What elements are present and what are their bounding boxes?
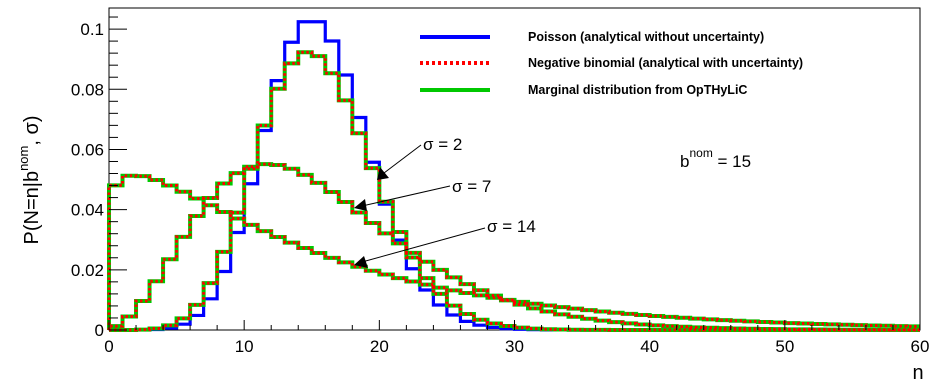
y-tick-label-4: 0.08 [71,80,104,99]
x-tick-label-40: 40 [640,337,659,356]
y-axis-title-post: , σ) [21,116,43,146]
legend: Poisson (analytical without uncertainty)… [420,30,803,97]
annotation-sigma-7-label: σ = 7 [452,177,491,196]
svg-text:bnom = 15: bnom = 15 [680,146,751,171]
annotation-sigma-14-arrowhead [354,256,368,268]
x-tick-label-60: 60 [911,337,930,356]
x-tick-label-0: 0 [104,337,113,356]
annotation-sigma-14-arrow [361,227,486,263]
y-axis-title-sup: nom [16,146,31,171]
curve-negbin-sigma-2 [107,50,920,332]
x-tick-label-10: 10 [235,337,254,356]
y-tick-label-5: 0.1 [80,20,104,39]
annotation-sigma-14: σ = 14 [354,217,536,268]
legend-label-marginal: Marginal distribution from OpTHyLiC [528,83,747,97]
x-tick-label-50: 50 [775,337,794,356]
y-axis-title: P(N=n|bnom, σ) [16,116,43,245]
x-axis-title: n [912,362,923,383]
annotation-sigma-2-arrowhead [377,167,389,180]
annotation-sigma-2: σ = 2 [377,135,462,180]
y-tick-label-1: 0.02 [71,261,104,280]
annotation-bnom-b: b [680,152,689,171]
annotation-sigma-2-label: σ = 2 [423,135,462,154]
annotation-sigma-7-arrowhead [354,199,367,211]
annotation-sigma-14-label: σ = 14 [487,217,536,236]
annotation-bnom-eq: = 15 [713,152,751,171]
legend-label-negbin: Negative binomial (analytical with uncer… [528,56,803,70]
y-axis-title-main: P(N=n|b [21,171,43,245]
annotation-sigma-7: σ = 7 [354,177,491,211]
curve-marginal-sigma-2 [107,50,920,332]
y-tick-label-0: 0 [95,321,104,340]
x-tick-label-30: 30 [505,337,524,356]
plot-area: 0 10 20 30 40 50 60 0 0.02 0.04 0.06 0.08 0.1 [71,7,930,356]
y-tick-label-2: 0.04 [71,201,104,220]
svg-text:P(N=n|bnom, σ): P(N=n|bnom, σ) [16,116,43,245]
annotation-sigma-7-arrow [361,185,451,207]
legend-label-poisson: Poisson (analytical without uncertainty) [528,30,764,44]
x-tick-label-20: 20 [370,337,389,356]
annotation-bnom-sup: nom [689,146,712,160]
axes: 0 10 20 30 40 50 60 0 0.02 0.04 0.06 0.08 0.1 [71,16,930,356]
annotation-bnom: bnom = 15 [680,146,751,171]
annotation-sigma-2-arrow [383,144,422,174]
y-tick-label-3: 0.06 [71,140,104,159]
